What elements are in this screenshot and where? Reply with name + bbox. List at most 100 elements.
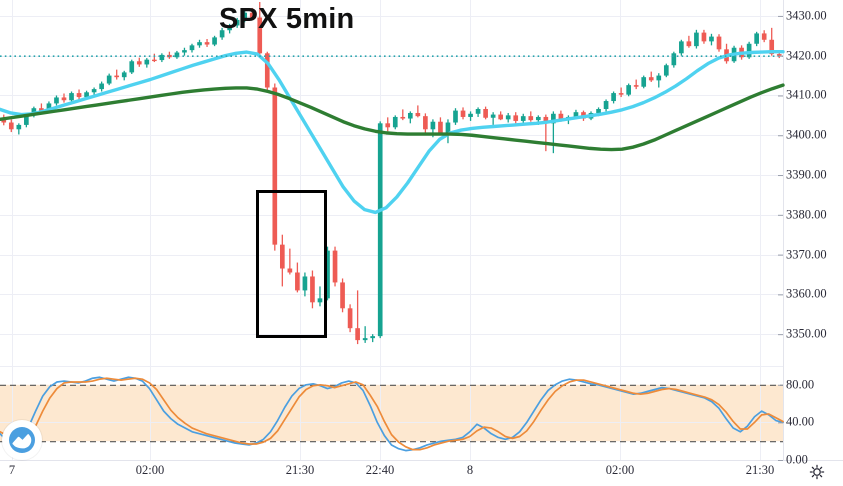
candle-body bbox=[543, 116, 549, 124]
candle-body bbox=[415, 112, 421, 117]
candle-body bbox=[91, 89, 97, 93]
candle-body bbox=[445, 122, 451, 133]
candle-body bbox=[460, 110, 466, 117]
candle-body bbox=[475, 108, 481, 114]
candle-body bbox=[505, 115, 511, 120]
candle-body bbox=[746, 43, 752, 58]
candle-body bbox=[423, 116, 428, 130]
candle-body bbox=[355, 328, 360, 341]
candle-body bbox=[588, 112, 594, 119]
candle-body bbox=[24, 115, 29, 125]
time-axis-tick: 21:30 bbox=[745, 463, 775, 477]
candle-body bbox=[551, 113, 556, 124]
time-axis-tick: 8 bbox=[466, 463, 474, 477]
chart-logo-icon bbox=[2, 420, 42, 460]
candle-body bbox=[739, 47, 744, 58]
candle-body bbox=[769, 39, 775, 55]
candle-body bbox=[724, 49, 729, 62]
time-axis-tick: 7 bbox=[8, 463, 16, 477]
candle-body bbox=[174, 52, 180, 58]
price-axis-tick: 3350.00 bbox=[786, 326, 827, 341]
candle-body bbox=[573, 112, 579, 117]
candle-body bbox=[54, 97, 59, 104]
candle-body bbox=[144, 59, 150, 65]
candle-body bbox=[701, 32, 707, 42]
candle-body bbox=[377, 123, 383, 337]
oscillator-d-line bbox=[0, 377, 784, 451]
candle-body bbox=[731, 47, 737, 62]
candle-body bbox=[671, 53, 677, 66]
oscillator-band bbox=[0, 384, 783, 442]
oscillator-k-line bbox=[0, 376, 784, 452]
candle-body bbox=[385, 123, 391, 128]
price-axis-tick: 3430.00 bbox=[786, 8, 827, 23]
candle-body bbox=[520, 116, 526, 121]
candle-body bbox=[400, 116, 406, 119]
oscillator-axis-tick: 80.00 bbox=[786, 377, 815, 392]
candle-body bbox=[39, 108, 44, 112]
price-axis-tick: 3400.00 bbox=[786, 127, 827, 142]
candle-body bbox=[648, 77, 654, 81]
candle-body bbox=[656, 75, 662, 81]
price-axis-tick: 3380.00 bbox=[786, 207, 827, 222]
candle-body bbox=[641, 77, 647, 87]
candle-body bbox=[468, 113, 473, 117]
time-axis-tick: 22:40 bbox=[365, 463, 395, 477]
candle-body bbox=[596, 108, 601, 113]
time-axis-tick: 21:30 bbox=[285, 463, 315, 477]
price-axis-tick: 3410.00 bbox=[786, 87, 827, 102]
candle-body bbox=[407, 112, 413, 119]
candle-body bbox=[686, 41, 692, 47]
slow-ma-line bbox=[0, 83, 785, 152]
candle-body bbox=[197, 42, 202, 46]
candle-body bbox=[483, 108, 488, 118]
price-axis-tick: 3420.00 bbox=[786, 48, 827, 63]
candle-body bbox=[212, 37, 217, 45]
fast-ma-line bbox=[0, 50, 785, 215]
candle-body bbox=[8, 122, 14, 130]
candle-body bbox=[716, 36, 722, 50]
candle-body bbox=[152, 59, 157, 62]
time-axis-tick: 02:00 bbox=[605, 463, 635, 477]
candle-body bbox=[340, 282, 345, 309]
candle-body bbox=[76, 93, 82, 98]
candle-body bbox=[633, 85, 639, 87]
candle-body bbox=[136, 61, 142, 65]
candle-body bbox=[709, 36, 714, 42]
candle-body bbox=[189, 45, 195, 51]
time-axis-tick: 02:00 bbox=[135, 463, 165, 477]
candle-body bbox=[776, 54, 782, 56]
candle-body bbox=[204, 42, 210, 45]
candle-body bbox=[438, 121, 443, 133]
candle-body bbox=[513, 115, 519, 121]
candle-body bbox=[46, 103, 52, 112]
candle-body bbox=[498, 114, 504, 120]
gear-icon[interactable] bbox=[806, 461, 828, 483]
price-axis-tick: 3370.00 bbox=[786, 247, 827, 262]
candle-body bbox=[114, 75, 120, 78]
candle-body bbox=[581, 112, 586, 119]
candle-body bbox=[392, 116, 398, 128]
candle-body bbox=[528, 116, 534, 121]
candle-body bbox=[370, 336, 376, 339]
candle-body bbox=[611, 93, 616, 102]
candle-body bbox=[453, 110, 458, 123]
candle-body bbox=[626, 85, 631, 95]
candle-body bbox=[159, 54, 165, 61]
candle-body bbox=[167, 54, 172, 58]
candle-body bbox=[332, 250, 338, 283]
candle-body bbox=[16, 124, 22, 130]
candle-body bbox=[558, 113, 564, 121]
candle-body bbox=[264, 53, 270, 88]
candle-body bbox=[362, 338, 368, 341]
candle-body bbox=[1, 119, 7, 123]
candle-body bbox=[99, 83, 104, 90]
candle-body bbox=[618, 93, 624, 95]
oscillator-axis-tick: 0.00 bbox=[786, 452, 808, 467]
price-axis-tick: 3360.00 bbox=[786, 286, 827, 301]
candle-body bbox=[129, 61, 135, 73]
candle-body bbox=[69, 93, 74, 101]
page-title: SPX 5min bbox=[219, 3, 355, 35]
